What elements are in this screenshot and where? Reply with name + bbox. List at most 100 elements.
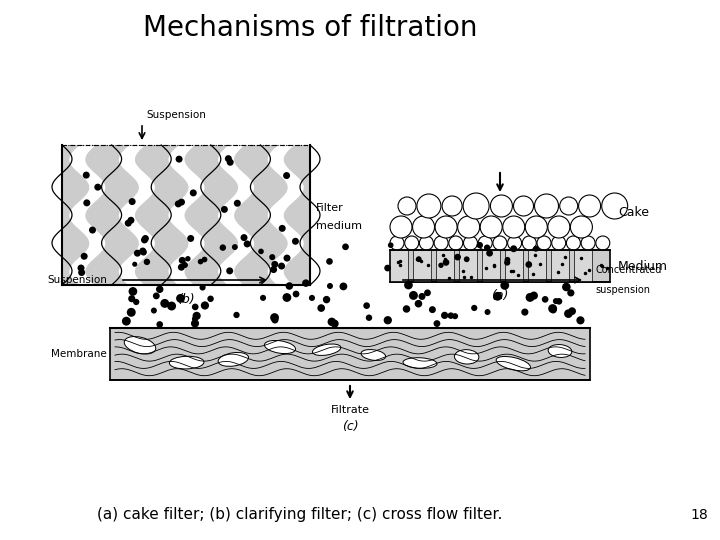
Circle shape <box>503 216 525 238</box>
Circle shape <box>542 296 549 303</box>
Circle shape <box>271 261 279 268</box>
Text: (c): (c) <box>342 420 359 433</box>
Circle shape <box>471 305 477 311</box>
Circle shape <box>243 240 251 247</box>
Circle shape <box>418 293 426 300</box>
Circle shape <box>309 295 315 301</box>
Bar <box>574 250 592 282</box>
Circle shape <box>278 262 285 269</box>
Circle shape <box>556 298 562 305</box>
Circle shape <box>140 249 147 255</box>
Circle shape <box>190 190 197 197</box>
Circle shape <box>270 313 279 322</box>
Circle shape <box>409 291 418 300</box>
Text: Concentrated: Concentrated <box>595 265 662 275</box>
Circle shape <box>327 283 333 289</box>
Circle shape <box>129 287 138 296</box>
Circle shape <box>449 236 463 250</box>
Circle shape <box>153 293 160 299</box>
Circle shape <box>207 295 214 302</box>
Circle shape <box>484 245 490 251</box>
Circle shape <box>128 295 135 302</box>
Text: Suspension: Suspension <box>146 110 206 120</box>
Circle shape <box>581 236 595 250</box>
Circle shape <box>134 249 141 256</box>
Circle shape <box>260 295 266 301</box>
Circle shape <box>318 304 325 312</box>
Circle shape <box>342 244 349 250</box>
Circle shape <box>568 307 576 315</box>
Circle shape <box>398 197 416 215</box>
Circle shape <box>202 256 207 262</box>
Circle shape <box>176 156 183 163</box>
Circle shape <box>534 194 559 218</box>
Ellipse shape <box>169 356 204 369</box>
Circle shape <box>142 235 149 242</box>
Circle shape <box>384 316 392 325</box>
Circle shape <box>553 298 559 304</box>
Circle shape <box>579 195 600 217</box>
Circle shape <box>84 199 90 206</box>
Circle shape <box>192 316 198 322</box>
Circle shape <box>182 262 188 268</box>
Circle shape <box>198 259 203 265</box>
Circle shape <box>178 199 185 206</box>
Circle shape <box>562 283 571 291</box>
Circle shape <box>144 259 150 265</box>
Bar <box>459 250 477 282</box>
Circle shape <box>390 236 404 250</box>
Circle shape <box>416 256 422 262</box>
Circle shape <box>234 200 240 207</box>
Circle shape <box>132 262 138 267</box>
Circle shape <box>526 261 532 268</box>
Circle shape <box>227 159 234 166</box>
Circle shape <box>270 266 277 273</box>
Circle shape <box>221 206 228 213</box>
Circle shape <box>537 236 551 250</box>
Bar <box>413 250 431 282</box>
Circle shape <box>464 236 477 250</box>
Circle shape <box>443 259 449 266</box>
Circle shape <box>415 300 422 307</box>
Circle shape <box>424 289 431 296</box>
Circle shape <box>279 225 286 232</box>
Circle shape <box>548 304 557 313</box>
Circle shape <box>185 256 191 261</box>
Circle shape <box>125 220 132 227</box>
Circle shape <box>286 282 293 290</box>
Circle shape <box>452 313 458 319</box>
Circle shape <box>493 292 502 301</box>
Circle shape <box>570 216 593 238</box>
Ellipse shape <box>361 349 386 360</box>
Circle shape <box>438 262 444 268</box>
Circle shape <box>127 308 135 317</box>
Circle shape <box>567 289 575 296</box>
Bar <box>551 250 569 282</box>
Text: Membrane: Membrane <box>51 349 107 359</box>
Circle shape <box>490 195 513 217</box>
Circle shape <box>533 246 539 252</box>
Circle shape <box>433 320 441 327</box>
Circle shape <box>225 155 232 162</box>
Circle shape <box>480 216 503 238</box>
Circle shape <box>129 198 135 205</box>
Text: medium: medium <box>316 221 362 231</box>
Text: Filter: Filter <box>316 203 343 213</box>
Circle shape <box>122 317 131 326</box>
Circle shape <box>595 236 610 250</box>
Circle shape <box>458 216 480 238</box>
Text: Suspension: Suspension <box>47 275 107 285</box>
Text: 18: 18 <box>690 508 708 522</box>
Circle shape <box>139 247 146 254</box>
Circle shape <box>133 299 140 305</box>
Circle shape <box>526 216 547 238</box>
Circle shape <box>192 303 199 310</box>
Circle shape <box>78 265 84 272</box>
Circle shape <box>167 301 176 310</box>
Circle shape <box>94 184 102 191</box>
Circle shape <box>328 318 336 326</box>
Text: suspension: suspension <box>595 285 650 295</box>
Circle shape <box>448 312 454 319</box>
Bar <box>528 250 546 282</box>
Circle shape <box>161 299 169 308</box>
